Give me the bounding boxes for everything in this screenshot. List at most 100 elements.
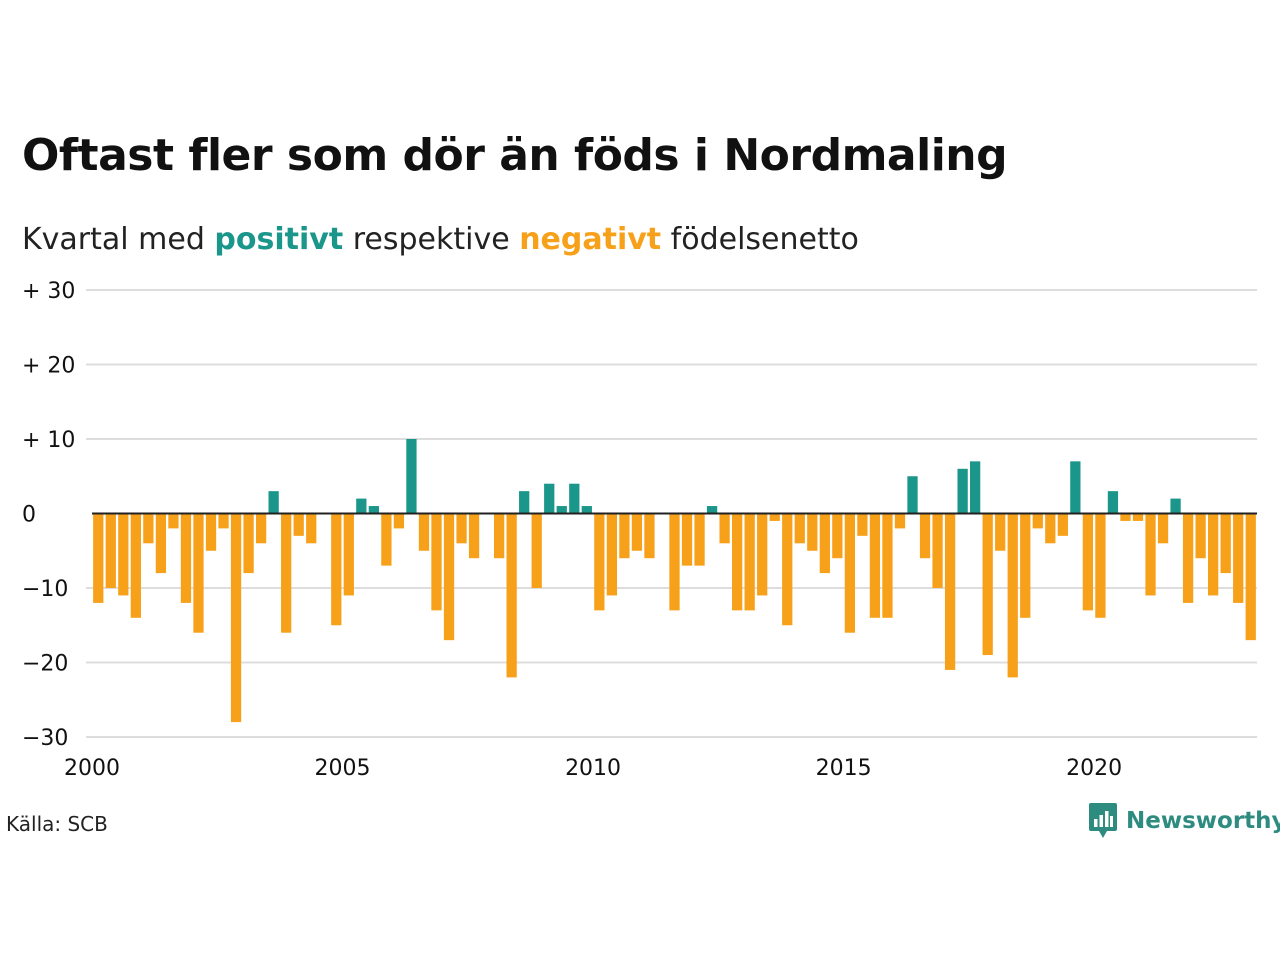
y-tick-label: + 20 bbox=[22, 354, 75, 379]
bar bbox=[368, 506, 379, 514]
bar bbox=[569, 483, 580, 514]
bar bbox=[406, 439, 417, 514]
bar bbox=[581, 506, 592, 514]
bar bbox=[1057, 513, 1068, 536]
bar bbox=[544, 483, 555, 514]
subtitle-positive-word: positivt bbox=[214, 222, 344, 257]
subtitle-negative-word: negativt bbox=[519, 222, 662, 257]
bar bbox=[669, 513, 680, 611]
bar bbox=[281, 513, 292, 633]
bar bbox=[506, 513, 517, 678]
bar bbox=[356, 498, 367, 514]
bar bbox=[944, 513, 956, 670]
bar bbox=[531, 513, 542, 588]
bar bbox=[1157, 513, 1169, 544]
bar bbox=[1095, 513, 1106, 618]
bar bbox=[832, 513, 843, 559]
bar bbox=[882, 513, 893, 618]
brand-logo: Newsworthy bbox=[1088, 802, 1280, 840]
bar bbox=[1020, 513, 1031, 618]
bar bbox=[744, 513, 755, 611]
bar bbox=[105, 513, 116, 588]
bar bbox=[418, 513, 430, 551]
bar bbox=[907, 476, 918, 514]
bar bbox=[168, 513, 179, 529]
bar bbox=[1132, 513, 1144, 521]
bar bbox=[1032, 513, 1043, 529]
y-tick-label: −30 bbox=[22, 726, 68, 751]
bar bbox=[1245, 513, 1256, 641]
y-tick-label: −20 bbox=[22, 652, 68, 677]
bar bbox=[982, 513, 993, 656]
bar-chart-speech-bubble-icon bbox=[1088, 802, 1118, 840]
bar bbox=[694, 513, 705, 566]
bar bbox=[1082, 513, 1094, 611]
x-tick-label: 2020 bbox=[1066, 756, 1122, 781]
bar bbox=[306, 513, 317, 544]
brand-name: Newsworthy bbox=[1126, 808, 1280, 834]
bar bbox=[393, 513, 405, 529]
bar bbox=[1208, 513, 1219, 596]
bar bbox=[205, 513, 217, 551]
bar bbox=[619, 513, 630, 559]
bar bbox=[118, 513, 129, 596]
bar bbox=[681, 513, 693, 566]
y-axis-labels: + 30 + 20 + 10 0 −10 −20 −30 bbox=[22, 279, 75, 751]
bar bbox=[857, 513, 868, 536]
bar bbox=[93, 513, 104, 603]
y-tick-label: −10 bbox=[22, 577, 68, 602]
bar bbox=[431, 513, 442, 611]
bar bbox=[1120, 513, 1131, 521]
bar bbox=[932, 513, 943, 588]
bar bbox=[970, 461, 981, 514]
bar bbox=[894, 513, 906, 529]
bar bbox=[1145, 513, 1156, 596]
bar bbox=[769, 513, 780, 521]
bar bbox=[230, 513, 242, 723]
bar bbox=[631, 513, 643, 551]
bar bbox=[268, 491, 279, 514]
bar bbox=[719, 513, 730, 544]
bar bbox=[493, 513, 505, 559]
bar bbox=[1070, 461, 1081, 514]
y-tick-label: 0 bbox=[22, 503, 36, 528]
bar bbox=[1170, 498, 1181, 514]
x-axis-labels: 2000 2005 2010 2015 2020 bbox=[64, 756, 1122, 781]
bar bbox=[243, 513, 254, 574]
bar bbox=[343, 513, 354, 596]
x-tick-label: 2010 bbox=[565, 756, 621, 781]
bar bbox=[293, 513, 304, 536]
bar bbox=[1107, 491, 1119, 514]
bar bbox=[594, 513, 605, 611]
subtitle-prefix: Kvartal med bbox=[22, 222, 215, 257]
bar bbox=[255, 513, 267, 544]
x-tick-label: 2000 bbox=[64, 756, 120, 781]
chart-subtitle: Kvartal med positivt respektive negativt… bbox=[22, 222, 859, 257]
bar bbox=[143, 513, 154, 544]
bar-chart: + 30+ 20+ 100−10−20−30 2000 2005 2010 2015 2… bbox=[22, 279, 1257, 781]
y-tick-label: + 10 bbox=[22, 428, 75, 453]
bar bbox=[606, 513, 617, 596]
bar bbox=[381, 513, 392, 566]
bar bbox=[807, 513, 818, 551]
source-note: Källa: SCB bbox=[6, 812, 108, 836]
x-tick-label: 2015 bbox=[816, 756, 872, 781]
bar bbox=[1233, 513, 1244, 603]
bar bbox=[468, 513, 480, 559]
bar bbox=[1195, 513, 1206, 559]
bar bbox=[794, 513, 805, 544]
bar bbox=[130, 513, 141, 618]
bar bbox=[519, 491, 530, 514]
bar bbox=[1220, 513, 1231, 574]
chart-title: Oftast fler som dör än föds i Nordmaling bbox=[22, 130, 1008, 181]
bar bbox=[732, 513, 743, 611]
bar bbox=[819, 513, 830, 574]
bar bbox=[443, 513, 455, 641]
bar bbox=[556, 506, 567, 514]
bar bbox=[995, 513, 1006, 551]
bar bbox=[218, 513, 229, 529]
bar bbox=[957, 468, 968, 514]
bar bbox=[1007, 513, 1018, 678]
subtitle-middle: respektive bbox=[343, 222, 520, 257]
bar bbox=[331, 513, 342, 626]
